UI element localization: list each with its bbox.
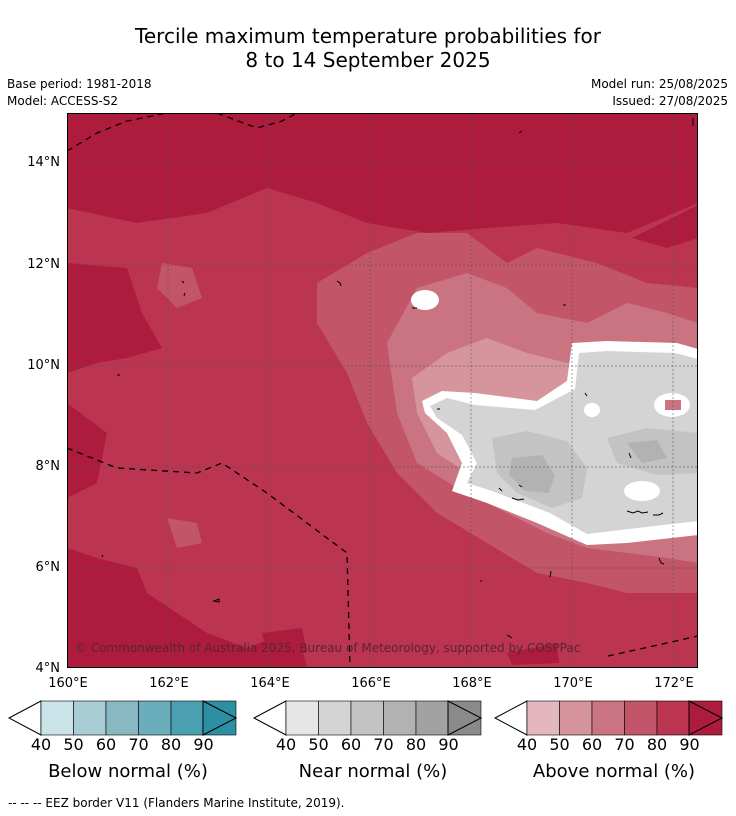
near-normal-colorbar-title: Near normal (%) bbox=[298, 761, 448, 782]
islands bbox=[101, 118, 694, 639]
near-normal-tick-label: 50 bbox=[308, 735, 329, 754]
lat-label-8n: 8°N bbox=[35, 459, 61, 474]
lon-label-172e: 172°E bbox=[654, 676, 694, 691]
eez-footnote: -- -- -- EEZ border V11 (Flanders Marine… bbox=[8, 796, 345, 810]
below-normal-tick-label: 90 bbox=[193, 735, 214, 754]
eez-borders bbox=[67, 113, 698, 668]
near-normal-tick-label: 90 bbox=[438, 735, 459, 754]
above-normal-swatch bbox=[656, 700, 690, 736]
above-normal-tick-label: 40 bbox=[516, 735, 538, 754]
above-normal-swatch bbox=[591, 700, 625, 736]
near-normal-tick-label: 60 bbox=[340, 735, 362, 754]
below-normal-swatch bbox=[105, 700, 139, 736]
above-normal-swatch bbox=[559, 700, 593, 736]
lon-label-160e: 160°E bbox=[48, 676, 88, 691]
lat-label-12n: 12°N bbox=[27, 257, 60, 272]
lon-label-162e: 162°E bbox=[149, 676, 189, 691]
lon-label-164e: 164°E bbox=[250, 676, 290, 691]
above-normal-colorbar bbox=[494, 700, 724, 736]
lat-label-6n: 6°N bbox=[35, 560, 61, 575]
above-90-right-region bbox=[632, 205, 698, 248]
below-normal-colorbar-title: Below normal (%) bbox=[48, 761, 208, 782]
map-title-line-2: 8 to 14 September 2025 bbox=[245, 48, 491, 72]
near-normal-under-extension bbox=[253, 700, 287, 736]
near-normal-swatch bbox=[318, 700, 352, 736]
lat-label-4n: 4°N bbox=[35, 661, 61, 676]
model-run: Model run: 25/08/2025 bbox=[590, 77, 728, 91]
lon-label-168e: 168°E bbox=[452, 676, 492, 691]
map-title-line-1: Tercile maximum temperature probabilitie… bbox=[135, 24, 601, 48]
below-normal-tick-label: 50 bbox=[63, 735, 84, 754]
below-normal-swatch bbox=[40, 700, 74, 736]
below-normal-tick-label: 40 bbox=[30, 735, 52, 754]
above-90-bottom-region bbox=[262, 628, 307, 653]
above-70-80-small-bottom bbox=[167, 518, 202, 548]
near-normal-tick-label: 80 bbox=[405, 735, 427, 754]
lat-label-14n: 14°N bbox=[27, 155, 60, 170]
above-normal-swatch bbox=[624, 700, 658, 736]
above-90-left-region bbox=[67, 263, 162, 373]
lat-label-10n: 10°N bbox=[27, 358, 60, 373]
above-normal-swatch bbox=[526, 700, 560, 736]
below-normal-tick-label: 80 bbox=[160, 735, 182, 754]
above-normal-under-extension bbox=[494, 700, 528, 736]
map-frame bbox=[67, 113, 698, 668]
below-normal-under-extension bbox=[8, 700, 42, 736]
lon-label-170e: 170°E bbox=[553, 676, 593, 691]
below-normal-tick-label: 60 bbox=[95, 735, 117, 754]
near-normal-swatch bbox=[415, 700, 449, 736]
near-normal-colorbar bbox=[253, 700, 483, 736]
below-normal-over-extension bbox=[202, 700, 238, 736]
below-normal-swatch bbox=[73, 700, 107, 736]
gridlines bbox=[67, 113, 698, 668]
near-60-70-region bbox=[509, 455, 555, 493]
above-normal-colorbar-title: Above normal (%) bbox=[532, 761, 696, 782]
white-patch-2 bbox=[584, 403, 600, 417]
copyright-notice: © Commonwealth of Australia 2025, Bureau… bbox=[75, 641, 581, 655]
above-normal-tick-label: 60 bbox=[581, 735, 603, 754]
near-normal-over-extension bbox=[447, 700, 483, 736]
above-normal-over-extension bbox=[688, 700, 724, 736]
near-60-70-right-region bbox=[627, 440, 667, 463]
below-normal-swatch bbox=[170, 700, 204, 736]
near-normal-swatch bbox=[285, 700, 319, 736]
above-normal-tick-label: 80 bbox=[646, 735, 668, 754]
probability-map bbox=[67, 113, 698, 668]
base-period: Base period: 1981-2018 bbox=[7, 77, 152, 91]
near-normal-tick-label: 70 bbox=[373, 735, 394, 754]
near-normal-tick-label: 40 bbox=[275, 735, 297, 754]
below-normal-colorbar bbox=[8, 700, 238, 736]
near-normal-swatch bbox=[350, 700, 384, 736]
above-normal-tick-label: 50 bbox=[549, 735, 570, 754]
lon-label-166e: 166°E bbox=[351, 676, 391, 691]
near-normal-swatch bbox=[383, 700, 417, 736]
above-normal-tick-label: 90 bbox=[679, 735, 700, 754]
model-name: Model: ACCESS-S2 bbox=[7, 94, 119, 108]
below-normal-tick-label: 70 bbox=[128, 735, 149, 754]
above-90-bottomright-region bbox=[507, 643, 559, 665]
white-patch-1 bbox=[411, 290, 439, 310]
above-normal-tick-label: 70 bbox=[614, 735, 635, 754]
below-normal-swatch bbox=[138, 700, 172, 736]
above-90-top-region bbox=[67, 113, 698, 233]
above-90-bottomleft-region bbox=[67, 548, 307, 668]
above-90-leftmid-region bbox=[67, 403, 107, 498]
issued-date: Issued: 27/08/2025 bbox=[612, 94, 728, 108]
white-patch-4 bbox=[624, 481, 660, 501]
